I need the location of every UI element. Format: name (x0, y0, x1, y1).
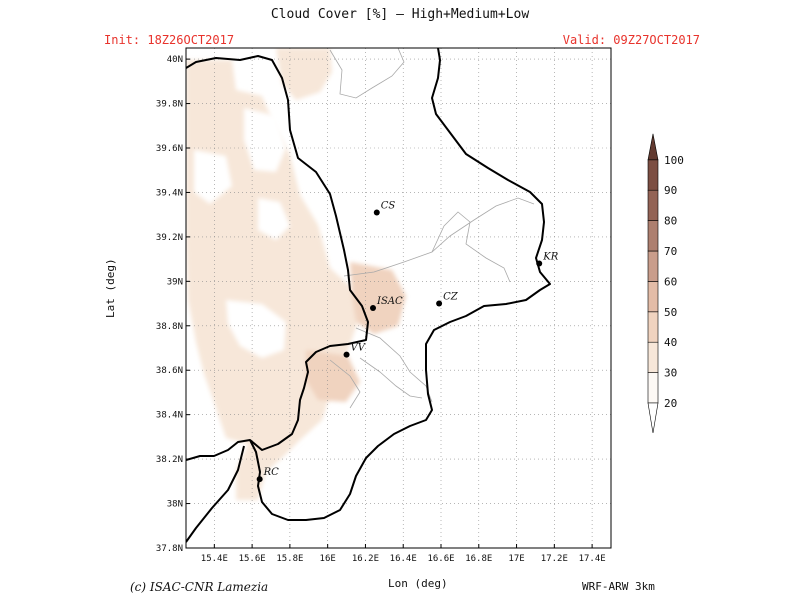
x-tick-label: 15.4E (201, 554, 228, 564)
y-tick-label: 39.4N (156, 188, 183, 198)
y-tick-label: 38.8N (156, 322, 183, 332)
city-label-kr: KR (542, 252, 558, 263)
city-marker-cs (373, 209, 380, 216)
colorbar-legend: 20 30 40 50 60 70 80 90 100 (647, 133, 684, 434)
colorbar-level-label: 90 (664, 184, 677, 197)
colorbar-top-arrow (647, 133, 659, 161)
x-tick-label: 16.8E (465, 554, 492, 564)
colorbar-segment (647, 372, 659, 404)
colorbar-segment (647, 220, 659, 252)
x-axis-label: Lon (deg) (388, 577, 448, 590)
valid-time: Valid: 09Z27OCT2017 (562, 33, 700, 47)
colorbar-level-label: 50 (664, 306, 677, 319)
colorbar-segment (647, 189, 659, 221)
colorbar-segment (647, 341, 659, 373)
x-tick-label: 16.4E (390, 554, 417, 564)
cloud-area-vibo (306, 350, 360, 402)
x-tick-label: 16E (320, 554, 336, 564)
colorbar-level-label: 30 (664, 367, 677, 380)
coastline (186, 48, 551, 543)
x-tick-label: 15.6E (239, 554, 266, 564)
colorbar-level-label: 20 (664, 397, 677, 410)
clear-area-2 (226, 300, 286, 358)
credit-text: (c) ISAC-CNR Lamezia (130, 580, 269, 594)
city-marker-cz (436, 300, 443, 307)
init-time: Init: 18Z26OCT2017 (104, 33, 235, 47)
province-borders (329, 48, 535, 409)
cloud-area-centre (350, 262, 406, 334)
map-title: Cloud Cover [%] — High+Medium+Low (270, 7, 530, 22)
plot-frame (185, 47, 612, 549)
y-tick-label: 38.4N (156, 411, 183, 421)
clear-area-3 (194, 150, 232, 204)
colorbar-level-label: 80 (664, 215, 677, 228)
colorbar-level-label: 100 (664, 154, 684, 167)
city-marker-isac (370, 305, 376, 311)
colorbar-level-label: 40 (664, 336, 677, 349)
x-tick-label: 16.6E (427, 554, 454, 564)
axis-ticks: 15.4E 15.6E 15.8E 16E 16.2E 16.4E 16.6E 16.8E 17… (156, 55, 606, 564)
city-marker-rc (256, 476, 263, 483)
y-tick-label: 39.8N (156, 100, 183, 110)
y-tick-label: 37.8N (156, 544, 183, 554)
city-label-rc: RC (263, 467, 280, 478)
colorbar-bottom-arrow (647, 402, 659, 434)
city-marker-vv (343, 351, 350, 358)
city-label-vv: VV (351, 343, 367, 354)
y-tick-label: 40N (167, 55, 183, 65)
colorbar-segment (647, 311, 659, 343)
colorbar-segment (647, 281, 659, 313)
y-tick-label: 39N (167, 277, 183, 287)
city-markers: CS ISAC CZ KR VV RC (256, 200, 559, 483)
y-tick-label: 39.6N (156, 144, 183, 154)
colorbar-level-label: 60 (664, 275, 677, 288)
colorbar-level-label: 70 (664, 245, 677, 258)
clear-area-1 (244, 108, 286, 172)
city-label-isac: ISAC (376, 296, 403, 307)
x-tick-label: 17.4E (579, 554, 606, 564)
clear-area-4 (258, 198, 290, 240)
cloud-area-north (276, 48, 332, 100)
y-axis-label: Lat (deg) (104, 258, 117, 318)
model-text: WRF-ARW 3km (582, 580, 655, 593)
colorbar-segment (647, 250, 659, 282)
x-tick-label: 17E (508, 554, 524, 564)
y-tick-label: 38N (167, 500, 183, 510)
cloud-cover-field (186, 48, 406, 500)
city-marker-kr (536, 260, 543, 267)
x-tick-label: 16.2E (352, 554, 379, 564)
x-tick-label: 17.2E (541, 554, 568, 564)
y-tick-label: 38.2N (156, 455, 183, 465)
x-tick-label: 15.8E (276, 554, 303, 564)
city-label-cz: CZ (443, 292, 459, 303)
colorbar-segment (647, 159, 659, 191)
y-tick-label: 38.6N (156, 366, 183, 376)
city-label-cs: CS (381, 200, 396, 211)
y-tick-label: 39.2N (156, 233, 183, 243)
